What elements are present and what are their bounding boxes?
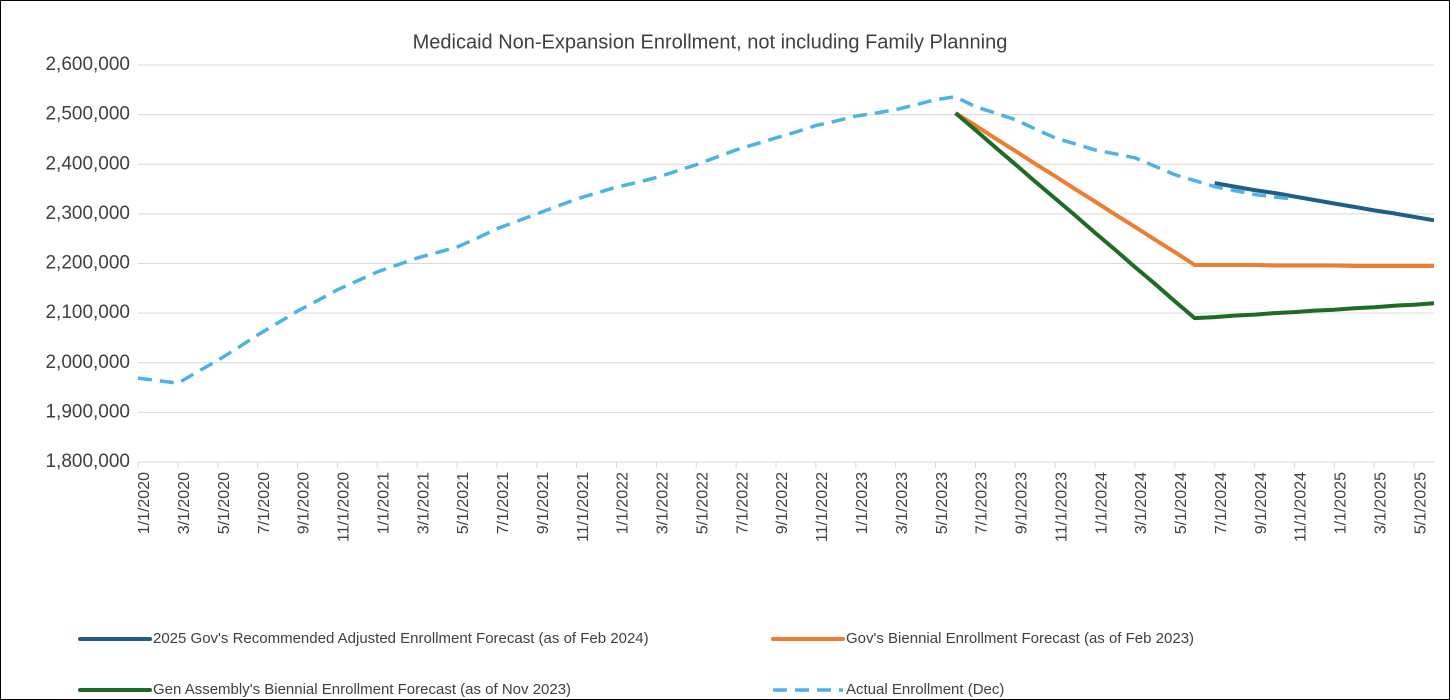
y-tick-label: 2,100,000	[45, 302, 130, 323]
x-tick-label: 5/1/2024	[1173, 472, 1190, 534]
x-tick-label: 9/1/2024	[1253, 472, 1270, 534]
x-tick-label: 1/1/2022	[615, 472, 632, 534]
x-tick-label: 9/1/2022	[774, 472, 791, 534]
x-tick-label: 1/1/2024	[1093, 472, 1110, 534]
y-tick-label: 2,400,000	[45, 153, 130, 174]
series-line	[1214, 181, 1435, 223]
x-tick-label: 7/1/2023	[974, 472, 991, 534]
x-tick-label: 7/1/2021	[495, 472, 512, 534]
x-tick-label: 9/1/2021	[535, 472, 552, 534]
x-tick-label: 11/1/2023	[1053, 472, 1070, 542]
x-tick-label: 1/1/2021	[375, 472, 392, 534]
x-tick-label: 1/1/2020	[136, 472, 153, 534]
y-tick-label: 2,000,000	[45, 352, 130, 373]
x-tick-label: 7/1/2020	[256, 472, 273, 534]
x-tick-label: 3/1/2023	[894, 472, 911, 534]
chart-title: Medicaid Non-Expansion Enrollment, not i…	[413, 31, 1008, 53]
x-tick-label: 5/1/2021	[455, 472, 472, 534]
x-tick-label: 1/1/2023	[854, 472, 871, 534]
x-tick-label: 5/1/2023	[934, 472, 951, 534]
x-tick-label: 11/1/2020	[336, 472, 353, 542]
x-tick-label: 9/1/2023	[1014, 472, 1031, 534]
x-tick-label: 1/1/2025	[1333, 472, 1350, 534]
x-tick-label: 7/1/2022	[734, 472, 751, 534]
y-tick-label: 2,300,000	[45, 203, 130, 224]
x-tick-label: 5/1/2025	[1412, 472, 1429, 534]
x-tick-label: 3/1/2022	[655, 472, 672, 534]
series-line	[954, 111, 1435, 321]
series-line	[137, 95, 1295, 385]
x-tick-label: 5/1/2020	[216, 472, 233, 534]
legend-label: Gov's Biennial Enrollment Forecast (as o…	[846, 630, 1194, 647]
y-tick-label: 2,600,000	[45, 54, 130, 75]
x-tick-label: 3/1/2020	[176, 472, 193, 534]
x-tick-label: 9/1/2020	[296, 472, 313, 534]
x-tick-label: 3/1/2024	[1133, 472, 1150, 534]
x-tick-label: 3/1/2025	[1372, 472, 1389, 534]
legend-label: Gen Assembly's Biennial Enrollment Forec…	[153, 681, 571, 698]
y-tick-label: 2,500,000	[45, 104, 130, 125]
x-tick-label: 3/1/2021	[415, 472, 432, 534]
series-line	[954, 111, 1434, 268]
y-tick-label: 1,800,000	[45, 451, 130, 472]
x-tick-label: 11/1/2022	[814, 472, 831, 542]
y-tick-label: 1,900,000	[45, 401, 130, 422]
x-tick-label: 5/1/2022	[694, 472, 711, 534]
legend-label: 2025 Gov's Recommended Adjusted Enrollme…	[153, 630, 649, 647]
x-tick-label: 11/1/2021	[575, 472, 592, 542]
x-tick-label: 11/1/2024	[1293, 472, 1310, 542]
y-tick-label: 2,200,000	[45, 253, 130, 274]
legend-label: Actual Enrollment (Dec)	[846, 681, 1004, 698]
x-tick-label: 7/1/2024	[1213, 472, 1230, 534]
